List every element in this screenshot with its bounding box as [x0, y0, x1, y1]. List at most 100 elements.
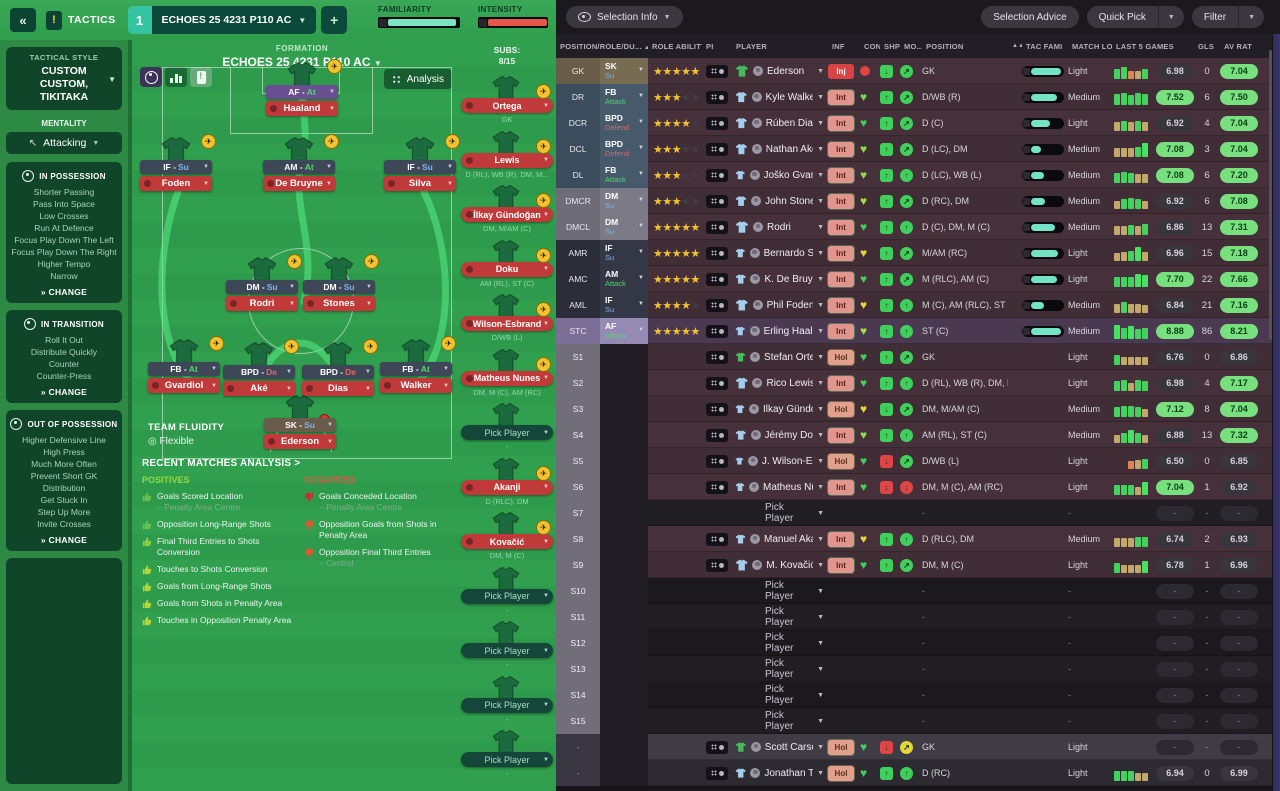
player-cell[interactable]: Pick Player ▼: [732, 578, 828, 604]
sub-slot-empty[interactable]: Pick Player ▼ -: [461, 566, 553, 615]
role-cell[interactable]: FB Attack ▼: [600, 162, 648, 188]
player-cell[interactable]: Pick Player ▼: [732, 708, 828, 734]
table-row-ederson[interactable]: GK SK Su ▼ ★ ★ ★ ★ ★ ★ Ederson ▼ Inj ↓ ↗ GK Light 6.98 0…: [556, 58, 1272, 84]
table-row-s15[interactable]: S15 Pick Player ▼ - - - - -: [556, 708, 1272, 734]
view-players-button[interactable]: [140, 67, 162, 87]
table-row-ilkaygndoan[interactable]: S3 İlkay Gündoğan ▼ Hol ♥ ↓ ↗ DM, M/AM (C) Medi…: [556, 396, 1272, 422]
player-cell[interactable]: Pick Player ▼: [732, 656, 828, 682]
role-pill[interactable]: DM - Su ▼: [226, 280, 298, 294]
player-cell[interactable]: Erling Haaland▼: [732, 318, 828, 344]
view-stats-button[interactable]: [165, 67, 187, 87]
pitch-player-stones[interactable]: ✈ DM - Su ▼ Stones ▼: [303, 254, 379, 311]
view-cards-button[interactable]: [190, 67, 212, 87]
scrollbar-thumb[interactable]: [1269, 50, 1272, 340]
table-row-s7[interactable]: S7 Pick Player ▼ - - - - -: [556, 500, 1272, 526]
recent-matches-title[interactable]: RECENT MATCHES ANALYSIS >: [142, 458, 301, 469]
pitch-player-debruyne[interactable]: ✈ AM - At ▼ De Bruyne ▼: [263, 134, 339, 191]
player-cell[interactable]: J. Wilson-Esbrand ▼: [732, 448, 828, 474]
pick-player-pill[interactable]: Pick Player ▼: [461, 697, 553, 713]
player-cell[interactable]: Stefan Ortega▼: [732, 344, 828, 370]
change-button[interactable]: » CHANGE: [40, 535, 88, 545]
role-pill[interactable]: IF - Su ▼: [384, 160, 456, 174]
player-cell[interactable]: K. De Bruyne ▼: [732, 266, 828, 292]
chevron-down-icon[interactable]: ▼: [1157, 6, 1184, 28]
player-cell[interactable]: Manuel Akanji ▼: [732, 526, 828, 552]
player-name-pill[interactable]: Silva ▼: [384, 176, 456, 191]
player-cell[interactable]: Phil Foden ▼: [732, 292, 828, 318]
tactic-tab-number[interactable]: 1: [127, 6, 152, 34]
player-cell[interactable]: Pick Player ▼: [732, 604, 828, 630]
player-cell[interactable]: Joško Gvardiol▼: [732, 162, 828, 188]
mentality-dropdown[interactable]: ↖ Attacking ▼: [6, 132, 122, 154]
table-row-s14[interactable]: S14 Pick Player ▼ - - - - -: [556, 682, 1272, 708]
pitch-player-ederson[interactable]: SK - Su ▼ Ederson ▼: [264, 395, 336, 449]
table-row-manuelakanji[interactable]: S8 Manuel Akanji ▼ Int ♥ ↑ ↑ D (RLC), DM Medium…: [556, 526, 1272, 552]
pick-player-pill[interactable]: Pick Player ▼: [461, 752, 553, 767]
table-row-rbendias[interactable]: DCR BPD Defend ▼ ★ ★ ★ ★ ★ Rúben Dias ▼ Int ♥ ↑ ↗ D (…: [556, 110, 1272, 136]
pitch-player-dias[interactable]: ✈ BPD - De ▼ Dias ▼: [302, 339, 378, 396]
sub-name-pill[interactable]: Matheus Nunes ▼: [461, 370, 553, 386]
pitch-player-walker[interactable]: ✈ FB - At ▼ Walker ▼: [380, 336, 456, 393]
role-pill[interactable]: BPD - De ▼: [223, 365, 295, 379]
table-row-jwilsonesbrand[interactable]: S5 J. Wilson-Esbrand ▼ Hol ♥ ↓ ↗ D/WB (L) Light…: [556, 448, 1272, 474]
pitch-player-silva[interactable]: ✈ IF - Su ▼ Silva ▼: [384, 134, 460, 191]
pi-cell[interactable]: [702, 396, 732, 422]
role-pill[interactable]: IF - Su ▼: [140, 160, 212, 174]
analysis-button[interactable]: Analysis: [383, 69, 452, 89]
pick-player-pill[interactable]: Pick Player ▼: [461, 425, 553, 440]
player-name-pill[interactable]: Gvardiol ▼: [148, 378, 220, 393]
table-row-s10[interactable]: S10 Pick Player ▼ - - - - -: [556, 578, 1272, 604]
sub-name-pill[interactable]: İlkay Gündoğan ▼: [461, 207, 553, 222]
player-cell[interactable]: Jérémy Doku▼: [732, 422, 828, 448]
player-name-pill[interactable]: Walker ▼: [380, 378, 452, 393]
pi-cell[interactable]: [702, 136, 732, 162]
player-cell[interactable]: Nathan Aké ▼: [732, 136, 828, 162]
player-cell[interactable]: John Stones▼: [732, 188, 828, 214]
selection-info-dropdown[interactable]: Selection Info ▼: [566, 6, 683, 28]
player-cell[interactable]: Pick Player ▼: [732, 630, 828, 656]
player-cell[interactable]: Pick Player ▼: [732, 500, 828, 526]
change-button[interactable]: » CHANGE: [40, 287, 88, 297]
sub-slot-ortega[interactable]: ✈ Ortega ▼ GK: [461, 76, 553, 124]
collapse-sidebar-button[interactable]: «: [10, 8, 36, 32]
player-cell[interactable]: Rúben Dias ▼: [732, 110, 828, 136]
player-cell[interactable]: Jonathan Tah▼: [732, 760, 828, 786]
role-cell[interactable]: FB Attack ▼: [600, 84, 648, 110]
sub-slot-lewis[interactable]: ✈ Lewis ▼ D (RL), WB (R), DM, M...: [461, 130, 553, 179]
player-name-pill[interactable]: Foden ▼: [140, 176, 212, 191]
quick-pick-button[interactable]: Quick Pick ▼: [1086, 6, 1184, 28]
role-cell[interactable]: DM Su ▼: [600, 214, 648, 240]
pitch-player-foden[interactable]: ✈ IF - Su ▼ Foden ▼: [140, 134, 216, 191]
pi-cell[interactable]: [702, 344, 732, 370]
pick-player-pill[interactable]: Pick Player ▼: [461, 643, 553, 658]
add-tactic-button[interactable]: +: [321, 6, 348, 34]
sub-slot-empty[interactable]: Pick Player ▼ -: [461, 621, 553, 669]
selection-advice-button[interactable]: Selection Advice: [981, 6, 1079, 28]
sub-slot-akanji[interactable]: ✈ Akanji ▼ D (RLC), DM: [461, 457, 553, 506]
player-name-pill[interactable]: Ederson ▼: [264, 434, 336, 449]
pi-cell[interactable]: [702, 240, 732, 266]
sub-name-pill[interactable]: Lewis ▼: [461, 152, 553, 168]
role-cell[interactable]: DM Su ▼: [600, 188, 648, 214]
player-cell[interactable]: Matheus Nunes ▼: [732, 474, 828, 500]
sub-slot-doku[interactable]: ✈ Doku ▼ AM (RL), ST (C): [461, 239, 553, 288]
table-row-jonathantah[interactable]: - Jonathan Tah▼Hol♥↑↑D (RC)Light6.9406.9…: [556, 760, 1272, 786]
table-row-matheusnunes[interactable]: S6 Matheus Nunes ▼ Int ♥ ↓ ↓ DM, M (C), AM (RC…: [556, 474, 1272, 500]
role-cell[interactable]: AM Attack ▼: [600, 266, 648, 292]
role-pill[interactable]: FB - At ▼: [148, 362, 220, 376]
pi-cell[interactable]: [702, 370, 732, 396]
tactical-style-panel[interactable]: TACTICAL STYLE CUSTOM CUSTOM, TIKITAKA ▼: [6, 47, 122, 110]
sub-name-pill[interactable]: Akanji ▼: [461, 479, 553, 495]
sub-slot-matheusnunes[interactable]: ✈ Matheus Nunes ▼ DM, M (C), AM (RC): [461, 348, 553, 397]
role-cell[interactable]: BPD Defend ▼: [600, 110, 648, 136]
role-cell[interactable]: IF Su ▼: [600, 240, 648, 266]
sub-name-pill[interactable]: Kovačić ▼: [461, 534, 553, 549]
player-cell[interactable]: Bernardo Silva▼: [732, 240, 828, 266]
player-name-pill[interactable]: Haaland ▼: [266, 101, 338, 116]
table-row-s12[interactable]: S12 Pick Player ▼ - - - - -: [556, 630, 1272, 656]
role-pill[interactable]: AM - At ▼: [263, 160, 335, 174]
